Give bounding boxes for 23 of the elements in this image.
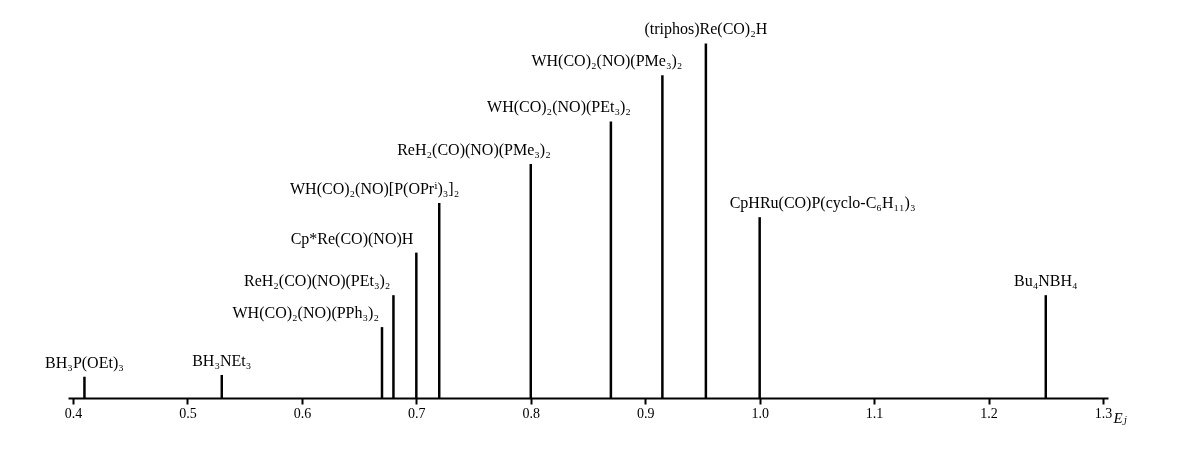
x-tick-label: 1.2 xyxy=(980,405,998,421)
annotation: CpHRu(CO)P(cyclo-C₆H₁₁)₃ xyxy=(729,194,916,213)
x-tick-label: 0.4 xyxy=(64,405,83,421)
annotation: ReH₂(CO)(NO)(PEt₃)₂ xyxy=(243,272,391,291)
annotation: WH(CO)₂(NO)(PEt₃)₂ xyxy=(487,98,631,117)
x-tick-label: 1.0 xyxy=(751,405,769,421)
x-tick-label: 0.7 xyxy=(408,405,426,421)
annotation: Bu₄NBH₄ xyxy=(1013,272,1078,290)
annotation: BH₃NEt₃ xyxy=(192,351,252,369)
annotation: WH(CO)₂(NO)(PMe₃)₂ xyxy=(531,52,683,71)
annotation: WH(CO)₂(NO)[P(OPrⁱ)₃]₂ xyxy=(289,180,460,198)
x-tick-label: 1.3 xyxy=(1094,405,1113,421)
x-axis-title: Eⱼ xyxy=(1112,409,1127,426)
annotation: ReH₂(CO)(NO)(PMe₃)₂ xyxy=(397,141,551,159)
x-tick-label: 0.9 xyxy=(636,405,655,421)
annotation: (triphos)Re(CO)₂H xyxy=(644,20,768,39)
annotation: WH(CO)₂(NO)(PPh₃)₂ xyxy=(232,304,379,323)
x-tick-label: 1.1 xyxy=(865,405,884,421)
x-tick-label: 0.5 xyxy=(179,405,197,421)
x-tick-label: 0.6 xyxy=(293,405,312,421)
x-tick-label: 0.8 xyxy=(522,405,541,421)
annotation: BH₃P(OEt)₃ xyxy=(45,353,124,372)
annotation: Cp*Re(CO)(NO)H xyxy=(290,229,414,248)
